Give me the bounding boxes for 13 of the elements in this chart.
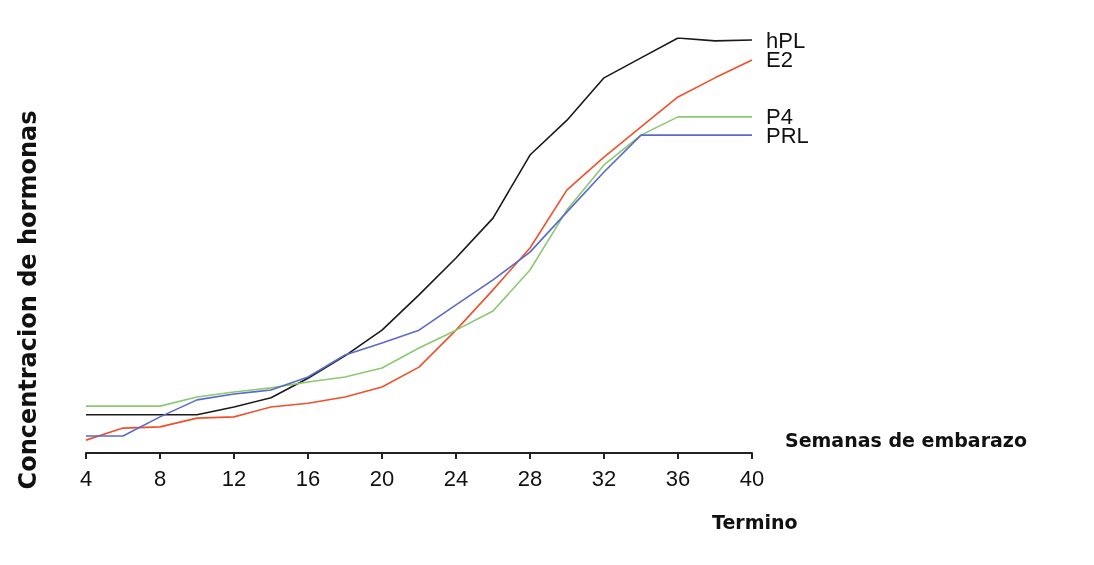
x-tick-label: 8 xyxy=(153,465,167,491)
x-tick-label: 36 xyxy=(665,465,691,491)
x-tick-label: 12 xyxy=(221,465,247,491)
text: Termino xyxy=(712,510,798,533)
x-axis-title: Semanas de embarazo xyxy=(785,428,1027,451)
x-tick-label: 20 xyxy=(369,465,395,491)
y-axis-title: Concentracion de hormonas xyxy=(14,110,42,490)
x-tick-label: 32 xyxy=(591,465,617,491)
x-tick-label: 16 xyxy=(295,465,321,491)
x-tick-label: 40 xyxy=(739,465,765,491)
x-tick-label: 28 xyxy=(517,465,543,491)
x-tick-label: 4 xyxy=(79,465,93,491)
x-tick-label: 24 xyxy=(443,465,469,491)
